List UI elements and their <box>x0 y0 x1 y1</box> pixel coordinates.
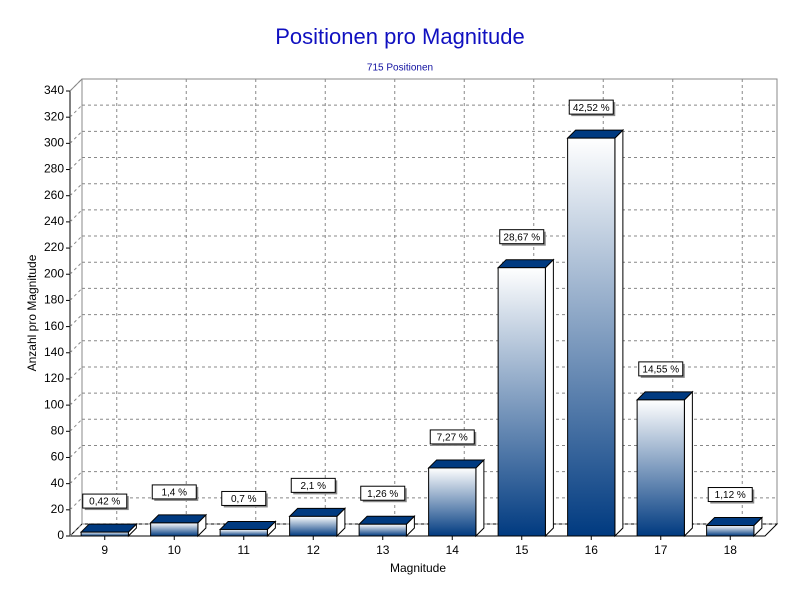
x-tick-label: 12 <box>307 543 321 557</box>
y-tick-label: 100 <box>44 397 64 411</box>
bar <box>706 525 755 537</box>
y-tick-label: 0 <box>57 528 64 542</box>
value-label: 1,12 % <box>715 490 746 501</box>
y-axis-label: Anzahl pro Magnitude <box>25 254 39 371</box>
bar-top <box>218 520 277 530</box>
bar-top <box>79 523 138 533</box>
bar-top <box>288 507 347 517</box>
bar-side <box>683 390 693 538</box>
value-label: 1,26 % <box>367 489 398 500</box>
y-tick-label: 340 <box>44 83 64 97</box>
value-label: 0,7 % <box>231 494 257 505</box>
value-label: 0,42 % <box>89 497 120 508</box>
value-label: 7,27 % <box>437 433 468 444</box>
y-tick-label: 280 <box>44 162 64 176</box>
y-tick-label: 160 <box>44 319 64 333</box>
value-label-box <box>568 99 614 115</box>
value-label: 28,67 % <box>503 232 540 243</box>
grid-line-side <box>69 471 83 485</box>
grid-line-side <box>69 78 83 92</box>
value-label-box <box>638 361 684 377</box>
value-label: 14,55 % <box>642 365 679 376</box>
y-tick-label: 120 <box>44 371 64 385</box>
x-tick-label: 17 <box>654 543 668 557</box>
grid-line-side <box>69 392 83 406</box>
value-label-box <box>707 487 753 503</box>
value-label: 2,1 % <box>300 481 326 492</box>
value-label-box <box>221 490 267 506</box>
y-tick-label: 240 <box>44 214 64 228</box>
value-label-box <box>151 484 197 500</box>
bar-top <box>357 515 416 525</box>
value-label-box <box>360 485 406 501</box>
y-tick-label: 200 <box>44 266 64 280</box>
grid-line-side <box>69 314 83 327</box>
x-tick-label: 10 <box>168 543 182 557</box>
value-label: 1,4 % <box>161 488 187 499</box>
grid-line-side <box>69 523 83 537</box>
bar <box>358 523 407 537</box>
chart-subtitle: 715 Positionen <box>367 63 433 74</box>
y-tick-label: 40 <box>51 476 65 490</box>
x-axis-label: Magnitude <box>390 561 446 575</box>
bar-top <box>427 459 486 469</box>
grid-line-side <box>69 235 83 249</box>
bar-top <box>635 391 694 401</box>
y-tick-label: 220 <box>44 240 64 254</box>
grid-line-side <box>69 261 83 275</box>
bar-side <box>614 128 624 538</box>
bar-top <box>496 259 555 269</box>
bar <box>219 528 268 537</box>
y-tick-label: 320 <box>44 109 64 123</box>
grid-line-side <box>69 104 83 118</box>
bar <box>428 467 477 537</box>
y-tick-label: 80 <box>51 423 65 437</box>
bar <box>289 515 338 537</box>
x-tick-label: 13 <box>376 543 390 557</box>
bar <box>497 267 546 537</box>
value-label: 42,52 % <box>573 103 610 114</box>
grid-line-side <box>69 418 83 432</box>
value-label-box <box>290 477 336 493</box>
bar-top <box>566 129 625 139</box>
bar <box>150 522 199 537</box>
bar <box>636 399 685 537</box>
grid-line-side <box>69 445 83 458</box>
y-tick-label: 260 <box>44 188 64 202</box>
bar-top <box>705 517 764 527</box>
bar <box>80 531 129 537</box>
grid-line-side <box>69 497 83 511</box>
grid-line-side <box>69 130 83 144</box>
x-tick-label: 9 <box>101 543 108 557</box>
value-label-box <box>499 229 545 245</box>
x-tick-label: 14 <box>446 543 460 557</box>
y-tick-label: 140 <box>44 345 64 359</box>
value-label-box <box>429 429 475 445</box>
grid-line-side <box>69 183 83 197</box>
x-tick-label: 18 <box>724 543 738 557</box>
x-tick-label: 11 <box>238 543 251 557</box>
bar <box>567 137 616 537</box>
grid-line-side <box>69 157 83 170</box>
bar-side <box>475 458 485 538</box>
x-tick-label: 15 <box>515 543 529 557</box>
y-tick-label: 20 <box>51 502 65 516</box>
y-tick-label: 60 <box>51 450 65 464</box>
value-label-box <box>82 493 128 509</box>
grid-line-side <box>69 366 83 380</box>
y-tick-label: 180 <box>44 293 64 307</box>
bar-top <box>149 514 208 524</box>
chart-title: Positionen pro Magnitude <box>275 24 525 49</box>
grid-line-side <box>69 209 83 223</box>
bar-side <box>544 258 554 538</box>
y-tick-label: 300 <box>44 136 64 150</box>
grid-line-side <box>69 340 83 354</box>
x-tick-label: 16 <box>585 543 599 557</box>
grid-line-side <box>69 288 83 301</box>
